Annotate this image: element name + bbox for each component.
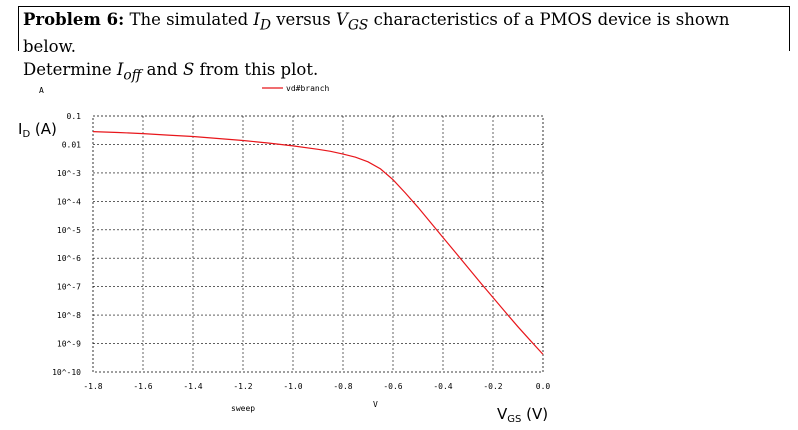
y-tick-label: 0.1: [67, 112, 82, 121]
problem-line-1: Problem 6: The simulated ID versus VGS c…: [23, 10, 730, 57]
legend-label: vd#branch: [286, 84, 330, 93]
y-tick-labels: 0.1 0.01 10^-3 10^-4 10^-5 10^-6 10^-7 10^-8 10^…: [52, 112, 81, 377]
y-tick-label: 0.01: [62, 140, 81, 149]
plot-frame: [92, 115, 544, 373]
x-tick-label: -0.8: [333, 382, 352, 391]
x-axis-label: VGS (V): [497, 405, 548, 425]
y-tick-label: 10^-8: [57, 311, 81, 320]
unit-top-label: A: [39, 86, 44, 95]
x-tick-label: -1.6: [133, 382, 152, 391]
problem-line-2: Determine Ioff and S from this plot.: [23, 60, 319, 84]
problem-label: Problem 6:: [23, 10, 125, 29]
x-tick-label: -0.4: [433, 382, 452, 391]
x-axis-name: sweep: [231, 404, 255, 413]
plot-grid: [93, 116, 543, 372]
problem-statement: Problem 6: The simulated ID versus VGS c…: [18, 6, 790, 84]
x-tick-label: 0.0: [536, 382, 551, 391]
y-tick-label: 10^-10: [52, 368, 81, 377]
x-tick-label: -0.2: [483, 382, 502, 391]
y-tick-label: 10^-7: [57, 283, 81, 292]
y-tick-label: 10^-4: [57, 197, 81, 206]
x-unit-label: V: [373, 400, 378, 409]
series-line-vd-branch: [92, 131, 544, 355]
x-tick-label: -1.8: [83, 382, 102, 391]
y-axis-label: ID (A): [18, 120, 57, 140]
x-tick-label: -1.0: [283, 382, 302, 391]
y-tick-label: 10^-5: [57, 226, 81, 235]
x-tick-label: -1.4: [183, 382, 202, 391]
y-tick-label: 10^-6: [57, 254, 81, 263]
id-vgs-chart: A ID (A) vd#branch 0.1 0.01 10^-3 10^-4 10^-…: [18, 84, 550, 425]
x-tick-label: -0.6: [383, 382, 402, 391]
x-tick-labels: -1.8 -1.6 -1.4 -1.2 -1.0 -0.8 -0.6 -0.4 -0.2 0.0: [83, 382, 550, 391]
y-tick-label: 10^-9: [57, 340, 81, 349]
y-tick-label: 10^-3: [57, 169, 81, 178]
x-tick-label: -1.2: [233, 382, 252, 391]
